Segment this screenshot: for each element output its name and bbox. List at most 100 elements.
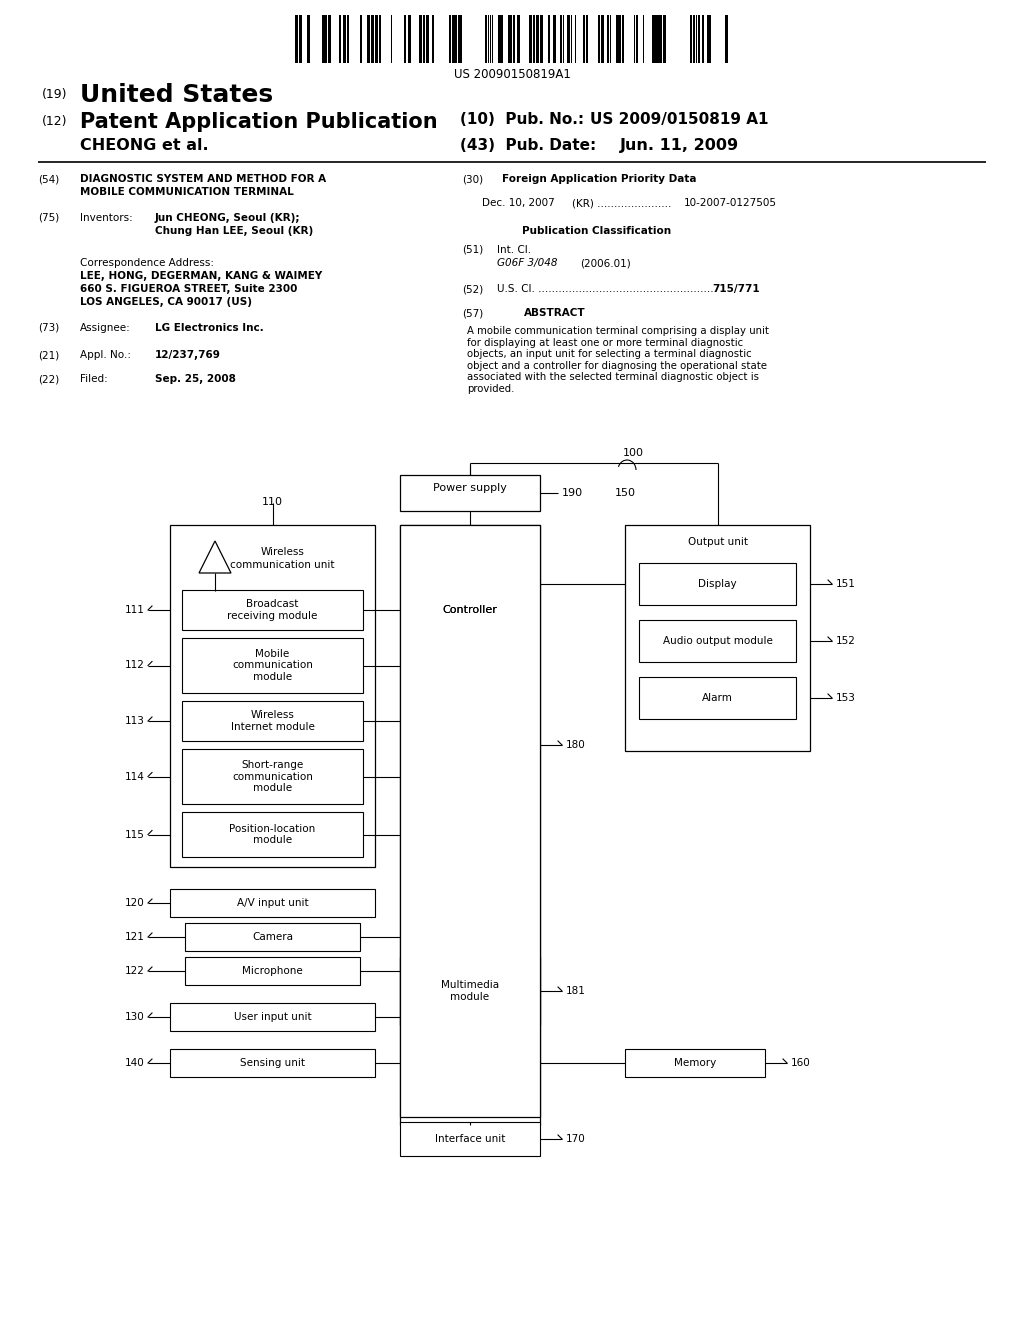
Bar bbox=[170, 525, 375, 867]
Bar bbox=[625, 525, 810, 751]
Bar bbox=[182, 638, 362, 693]
Text: CHEONG et al.: CHEONG et al. bbox=[80, 139, 209, 153]
Bar bbox=[707, 15, 711, 63]
Bar bbox=[583, 15, 585, 63]
Bar bbox=[170, 1049, 375, 1077]
Text: U.S. Cl. .....................................................: U.S. Cl. ...............................… bbox=[497, 284, 717, 294]
Bar bbox=[615, 15, 617, 63]
Text: (19): (19) bbox=[42, 88, 68, 102]
Text: (43)  Pub. Date:: (43) Pub. Date: bbox=[460, 139, 596, 153]
Bar bbox=[371, 15, 374, 63]
Text: 114: 114 bbox=[125, 771, 145, 781]
Text: 180: 180 bbox=[566, 741, 586, 750]
Bar bbox=[170, 1003, 375, 1031]
Text: Foreign Application Priority Data: Foreign Application Priority Data bbox=[502, 174, 696, 183]
Bar bbox=[536, 15, 539, 63]
Bar bbox=[639, 564, 796, 605]
Text: Jun CHEONG, Seoul (KR);: Jun CHEONG, Seoul (KR); bbox=[155, 213, 300, 223]
Bar bbox=[375, 15, 378, 63]
Text: (52): (52) bbox=[462, 284, 483, 294]
Bar bbox=[517, 15, 520, 63]
Text: 110: 110 bbox=[262, 498, 283, 507]
Bar bbox=[500, 15, 503, 63]
Text: Multimedia
module: Multimedia module bbox=[441, 981, 499, 1002]
Text: Patent Application Publication: Patent Application Publication bbox=[80, 112, 437, 132]
Bar bbox=[408, 15, 411, 63]
Text: 130: 130 bbox=[125, 1012, 145, 1022]
Bar bbox=[689, 15, 692, 63]
Text: Display: Display bbox=[698, 579, 737, 589]
Bar bbox=[403, 15, 406, 63]
Bar bbox=[325, 15, 327, 63]
Bar bbox=[586, 15, 588, 63]
Text: (KR) ......................: (KR) ...................... bbox=[572, 198, 672, 209]
Text: United States: United States bbox=[80, 83, 273, 107]
Text: 113: 113 bbox=[125, 715, 145, 726]
Bar bbox=[400, 475, 540, 511]
Text: 122: 122 bbox=[125, 966, 145, 975]
Bar bbox=[346, 15, 349, 63]
Bar bbox=[170, 888, 375, 917]
Text: 112: 112 bbox=[125, 660, 145, 671]
Text: 121: 121 bbox=[125, 932, 145, 942]
Bar bbox=[695, 15, 697, 63]
Text: 151: 151 bbox=[836, 579, 856, 589]
Bar bbox=[663, 15, 666, 63]
Text: (73): (73) bbox=[38, 323, 59, 333]
Bar bbox=[701, 15, 703, 63]
Text: 150: 150 bbox=[615, 488, 636, 498]
Bar bbox=[553, 15, 555, 63]
Bar bbox=[529, 15, 531, 63]
Text: 152: 152 bbox=[836, 636, 856, 645]
Bar bbox=[400, 525, 540, 1117]
Text: 10-2007-0127505: 10-2007-0127505 bbox=[684, 198, 777, 209]
Bar bbox=[295, 15, 298, 63]
Bar bbox=[652, 15, 654, 63]
Text: ABSTRACT: ABSTRACT bbox=[524, 308, 586, 318]
Bar bbox=[485, 15, 486, 63]
Text: 140: 140 bbox=[125, 1059, 145, 1068]
Bar bbox=[618, 15, 621, 63]
Text: A mobile communication terminal comprising a display unit
for displaying at leas: A mobile communication terminal comprisi… bbox=[467, 326, 769, 393]
Bar bbox=[322, 15, 325, 63]
Text: Short-range
communication
module: Short-range communication module bbox=[232, 760, 313, 793]
Text: US 2009/0150819 A1: US 2009/0150819 A1 bbox=[590, 112, 768, 127]
Text: Sep. 25, 2008: Sep. 25, 2008 bbox=[155, 374, 236, 384]
Text: 715/771: 715/771 bbox=[712, 284, 760, 294]
Text: 181: 181 bbox=[566, 986, 586, 997]
Bar bbox=[639, 677, 796, 719]
Bar bbox=[636, 15, 638, 63]
Text: (54): (54) bbox=[38, 174, 59, 183]
Text: Memory: Memory bbox=[674, 1059, 716, 1068]
Text: User input unit: User input unit bbox=[233, 1012, 311, 1022]
Bar bbox=[454, 15, 457, 63]
Bar bbox=[339, 15, 341, 63]
Text: Sensing unit: Sensing unit bbox=[240, 1059, 305, 1068]
Bar bbox=[574, 15, 575, 63]
Bar bbox=[390, 15, 392, 63]
Bar bbox=[182, 590, 362, 630]
Text: MOBILE COMMUNICATION TERMINAL: MOBILE COMMUNICATION TERMINAL bbox=[80, 187, 294, 197]
Bar bbox=[487, 15, 489, 63]
Text: A/V input unit: A/V input unit bbox=[237, 898, 308, 908]
Text: 170: 170 bbox=[566, 1134, 586, 1144]
Text: Chung Han LEE, Seoul (KR): Chung Han LEE, Seoul (KR) bbox=[155, 226, 313, 236]
Bar bbox=[509, 15, 512, 63]
Text: DIAGNOSTIC SYSTEM AND METHOD FOR A: DIAGNOSTIC SYSTEM AND METHOD FOR A bbox=[80, 174, 326, 183]
Bar bbox=[449, 15, 451, 63]
Bar bbox=[426, 15, 429, 63]
Bar bbox=[458, 15, 462, 63]
Text: (2006.01): (2006.01) bbox=[580, 257, 631, 268]
Bar bbox=[419, 15, 422, 63]
Text: 115: 115 bbox=[125, 829, 145, 840]
Text: Broadcast
receiving module: Broadcast receiving module bbox=[227, 599, 317, 620]
Bar bbox=[498, 15, 500, 63]
Text: US 20090150819A1: US 20090150819A1 bbox=[454, 69, 570, 81]
Bar bbox=[306, 15, 309, 63]
Bar bbox=[600, 15, 604, 63]
Text: Dec. 10, 2007: Dec. 10, 2007 bbox=[482, 198, 555, 209]
Text: G06F 3/048: G06F 3/048 bbox=[497, 257, 557, 268]
Text: 660 S. FIGUEROA STREET, Suite 2300: 660 S. FIGUEROA STREET, Suite 2300 bbox=[80, 284, 297, 294]
Text: Publication Classification: Publication Classification bbox=[522, 226, 671, 236]
Bar bbox=[360, 15, 362, 63]
